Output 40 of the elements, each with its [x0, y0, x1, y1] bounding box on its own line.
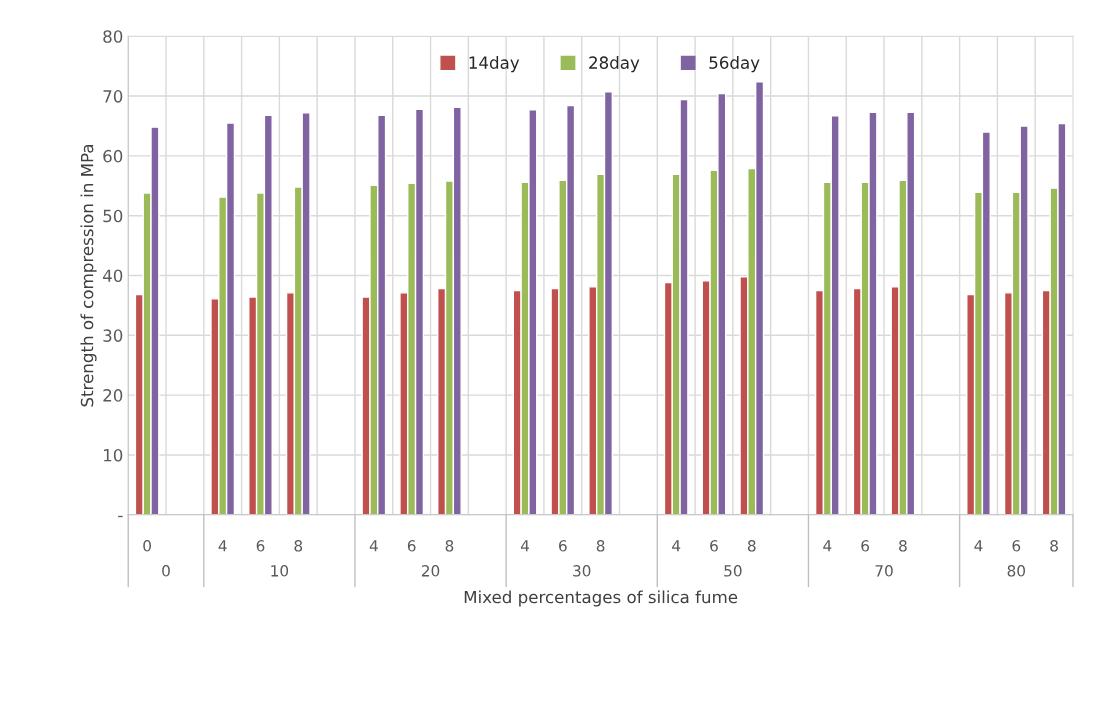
- y-axis-title: Strength of compression in MPa: [80, 144, 97, 407]
- x-tick-label: 4: [974, 540, 983, 552]
- text: 20: [421, 565, 440, 577]
- x-tick-label: 6: [559, 540, 567, 552]
- y-tick-label: 40: [102, 269, 123, 283]
- x-tick-label: 0: [143, 540, 151, 552]
- y-tick-label: 50: [103, 209, 123, 223]
- legend-label: 56day: [709, 56, 760, 73]
- x-tick-label: 6: [407, 540, 416, 552]
- legend-label: 28day: [589, 56, 640, 73]
- x-tick-label: 4: [218, 540, 227, 552]
- text: 30: [573, 565, 591, 577]
- x-tick-label: 4: [520, 540, 530, 552]
- x-tick-label: 8: [445, 540, 454, 552]
- text: 50: [724, 565, 742, 577]
- x-tick-label: 4: [672, 540, 681, 552]
- y-tick-label: 30: [103, 329, 123, 342]
- x-tick-label: 8: [294, 540, 303, 552]
- y-tick-label: 80: [103, 30, 123, 43]
- x-tick-label: 8: [899, 540, 907, 552]
- y-tick-label: 60: [103, 149, 123, 163]
- text: 70: [875, 565, 893, 577]
- text: 80: [1007, 565, 1025, 577]
- y-tick-label: -: [118, 515, 123, 518]
- legend-label: 14day: [469, 56, 520, 73]
- x-tick-label: 4: [823, 540, 832, 552]
- x-tick-label: 6: [1012, 540, 1021, 552]
- x-tick-label: 6: [710, 540, 718, 552]
- x-tick-label: 8: [596, 540, 605, 552]
- x-tick-label: 8: [1050, 540, 1058, 552]
- x-tick-label: 6: [861, 540, 870, 552]
- x-tick-label: 8: [747, 540, 756, 552]
- y-tick-label: 20: [103, 389, 123, 402]
- y-tick-label: 70: [103, 90, 123, 103]
- text: 10: [271, 565, 289, 577]
- x-tick-label: 6: [256, 540, 265, 552]
- x-axis-title: Mixed percentages of silica fume: [464, 590, 738, 607]
- x-tick-label: 4: [369, 540, 378, 552]
- text: 0: [162, 565, 170, 577]
- y-tick-label: 10: [103, 448, 123, 462]
